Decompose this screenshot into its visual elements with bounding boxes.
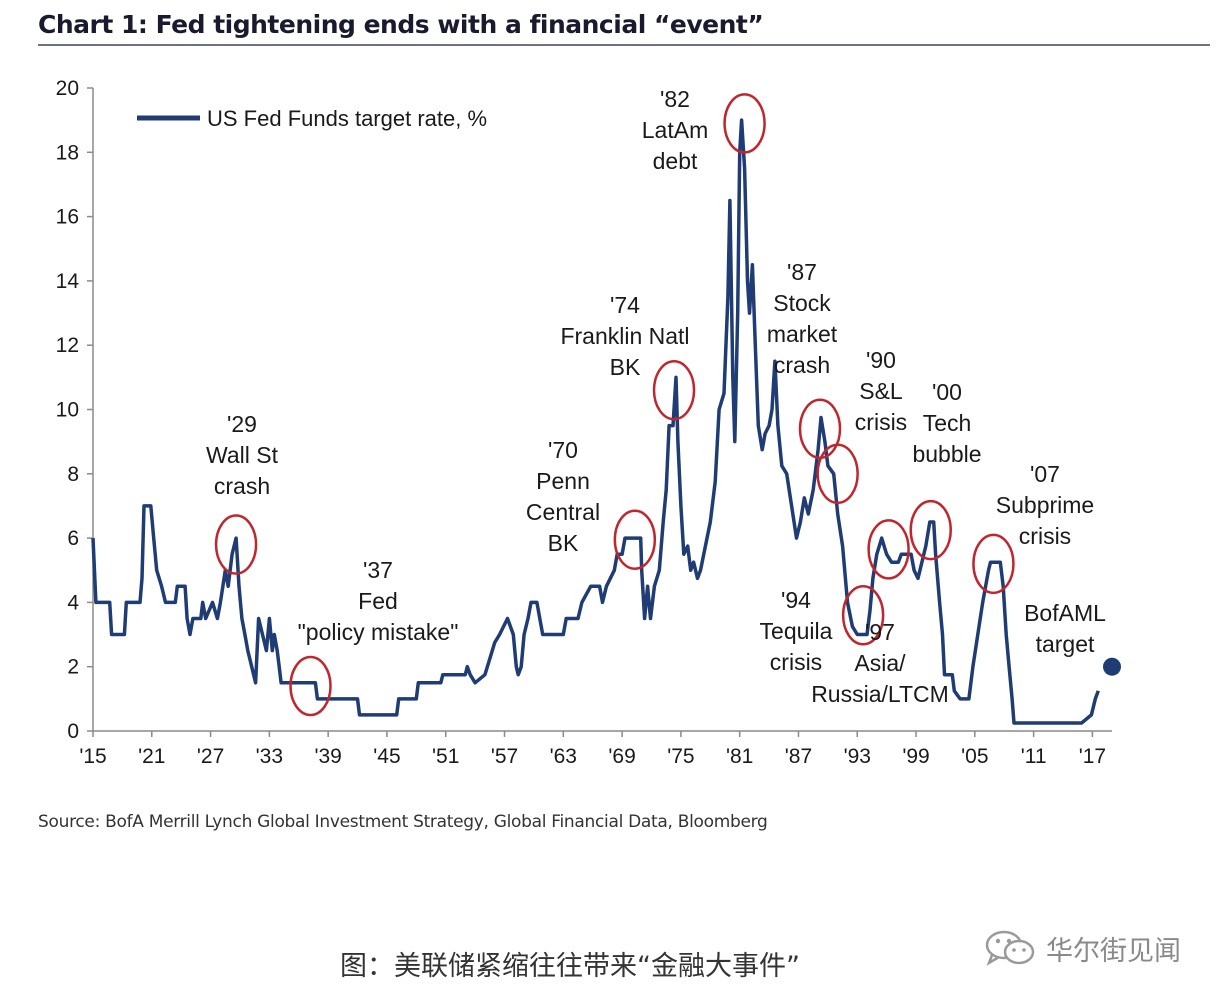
x-tick-label: '05: [961, 745, 988, 768]
event-annotation-line: Central: [526, 499, 600, 525]
event-annotation-line: '37: [363, 557, 393, 583]
x-tick-label: '21: [138, 745, 165, 768]
event-annotation: '00 Tech bubble: [912, 379, 981, 467]
x-tick-label: '15: [79, 745, 106, 768]
x-tick-label: '51: [432, 745, 459, 768]
event-annotation-line: target: [1036, 631, 1095, 657]
event-annotation-line: crisis: [1019, 523, 1071, 549]
x-tick-label: '17: [1079, 745, 1106, 768]
watermark: 华尔街见闻: [982, 928, 1181, 968]
chart-title: Chart 1: Fed tightening ends with a fina…: [38, 10, 764, 39]
event-annotation-line: Wall St: [206, 442, 279, 468]
event-annotation-line: Franklin Natl: [560, 323, 689, 349]
event-annotation-line: '74: [610, 292, 640, 318]
y-tick-label: 6: [67, 527, 79, 550]
source-note: Source: BofA Merrill Lynch Global Invest…: [38, 812, 768, 832]
event-annotation: '82 LatAm debt: [642, 86, 708, 174]
y-tick-label: 0: [67, 720, 79, 743]
event-annotation-line: market: [767, 321, 838, 347]
event-annotation-line: "policy mistake": [298, 619, 459, 645]
event-annotation: '94 Tequila crisis: [760, 587, 833, 675]
event-circle: [841, 585, 885, 646]
event-circle: [723, 93, 766, 154]
legend-label: US Fed Funds target rate, %: [207, 106, 487, 131]
y-tick-label: 20: [56, 77, 79, 100]
x-tick-label: '63: [550, 745, 577, 768]
x-tick-label: '45: [373, 745, 400, 768]
event-annotation-line: LatAm: [642, 117, 708, 143]
watermark-text: 华尔街见闻: [1046, 935, 1181, 967]
event-annotation-line: '94: [781, 587, 811, 613]
event-circle: [652, 359, 696, 421]
series-line: [91, 118, 1100, 725]
x-tick-label: '75: [667, 745, 694, 768]
event-annotation-line: Russia/LTCM: [811, 681, 949, 707]
event-circle: [289, 655, 332, 717]
wechat-icon: [985, 930, 1035, 966]
y-tick-label: 14: [56, 270, 80, 293]
event-annotation-line: '07: [1030, 461, 1060, 487]
event-annotation: '37 Fed "policy mistake": [298, 557, 459, 645]
x-tick-label: '69: [608, 745, 635, 768]
event-annotation-line: Asia/: [854, 650, 906, 676]
y-tick-label: 4: [67, 591, 79, 614]
event-circle: [972, 533, 1015, 595]
event-annotation-line: '87: [787, 259, 817, 285]
event-circle: [613, 509, 657, 570]
x-tick-label: '99: [902, 745, 929, 768]
event-annotation-line: BK: [548, 530, 579, 556]
x-tick-label: '93: [844, 745, 871, 768]
title-divider: [38, 44, 1210, 46]
event-annotation: '90 S&L crisis: [855, 347, 907, 435]
event-circle: [867, 519, 910, 580]
event-annotation-line: crisis: [855, 409, 907, 435]
event-annotation-line: BofAML: [1024, 600, 1106, 626]
event-annotation-line: '97: [865, 619, 895, 645]
y-tick-label: 16: [56, 206, 79, 229]
event-annotation-line: Stock: [773, 290, 831, 316]
event-annotation-line: '70: [548, 437, 578, 463]
event-annotation: '97 Asia/Russia/LTCM: [811, 619, 949, 707]
y-tick-label: 10: [56, 399, 79, 422]
y-tick-label: 8: [67, 463, 79, 486]
event-annotation-line: crash: [774, 352, 830, 378]
event-annotation-line: '90: [866, 347, 896, 373]
event-annotation: BofAML target: [1024, 600, 1106, 657]
y-tick-label: 12: [56, 334, 79, 357]
y-tick-label: 18: [56, 141, 79, 164]
x-tick-label: '11: [1021, 745, 1047, 768]
event-annotation-line: S&L: [859, 378, 903, 404]
event-annotation-line: bubble: [912, 441, 981, 467]
event-annotation-line: BK: [610, 354, 641, 380]
event-annotation-line: Penn: [536, 468, 590, 494]
event-annotation: '70 Penn Central BK: [526, 437, 600, 556]
event-circle: [909, 499, 952, 561]
event-annotation-line: Fed: [358, 588, 398, 614]
event-annotation: '29 Wall St crash: [206, 411, 279, 499]
target-point: [1103, 657, 1121, 676]
x-tick-label: '27: [197, 745, 224, 768]
figure-caption: 图：美联储紧缩往往带来“金融大事件”: [340, 951, 800, 982]
x-tick-label: '39: [314, 745, 341, 768]
event-annotation-line: '82: [660, 86, 690, 112]
x-tick-label: '81: [726, 745, 753, 768]
y-tick-label: 2: [67, 656, 79, 679]
event-annotation: '87 Stock market crash: [767, 259, 838, 378]
event-annotation-line: Tequila: [760, 618, 833, 644]
event-annotation-line: Subprime: [996, 492, 1094, 518]
event-annotation-line: crash: [214, 473, 270, 499]
event-annotation-line: '29: [227, 411, 257, 437]
x-tick-label: '57: [491, 745, 518, 768]
event-annotation-line: debt: [653, 148, 698, 174]
event-annotation-line: crisis: [770, 649, 822, 675]
event-circle: [816, 443, 859, 505]
event-annotation: '74 Franklin Natl BK: [560, 292, 689, 380]
event-circle: [214, 514, 258, 575]
x-tick-label: '33: [256, 745, 283, 768]
event-annotation: '07 Subprime crisis: [996, 461, 1094, 549]
x-tick-label: '87: [785, 745, 812, 768]
event-annotation-line: '00: [932, 379, 962, 405]
event-annotation-line: Tech: [923, 410, 972, 436]
